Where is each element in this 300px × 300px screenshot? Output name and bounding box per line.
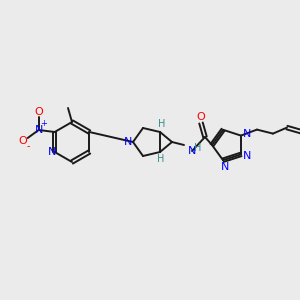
Text: O: O — [18, 136, 27, 146]
Text: N: N — [221, 162, 229, 172]
Text: N: N — [124, 137, 132, 147]
Text: N: N — [243, 152, 251, 161]
Text: N: N — [188, 146, 196, 156]
Text: N: N — [243, 129, 251, 139]
Text: O: O — [34, 107, 43, 117]
Text: O: O — [196, 112, 206, 122]
Text: -: - — [27, 141, 30, 151]
Text: N: N — [47, 147, 56, 157]
Text: N: N — [34, 125, 43, 135]
Text: +: + — [40, 119, 47, 128]
Text: H: H — [194, 143, 202, 153]
Text: H: H — [157, 154, 165, 164]
Text: H: H — [158, 119, 166, 129]
